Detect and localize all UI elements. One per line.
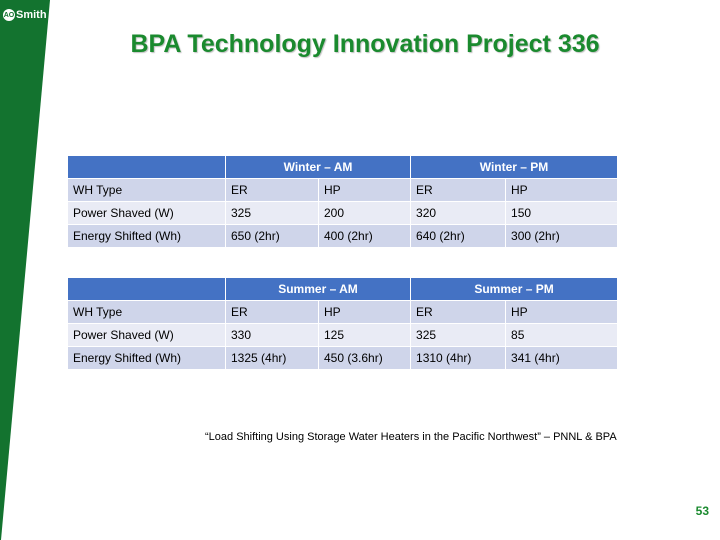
cell: ER: [410, 300, 507, 324]
cell: 400 (2hr): [317, 224, 412, 248]
winter-table: Winter – AM Winter – PM WH Type ER HP ER HP P…: [67, 155, 619, 248]
cell: HP: [317, 178, 412, 202]
cell: Power Shaved (W): [67, 323, 226, 347]
cell: HP: [505, 300, 619, 324]
cell: Power Shaved (W): [67, 201, 226, 225]
table-header-row: Winter – AM Winter – PM: [67, 155, 619, 179]
logo-text: Smith: [16, 9, 47, 21]
summer-table: Summer – AM Summer – PM WH Type ER HP ER HP P…: [67, 277, 619, 370]
cell: HP: [317, 300, 412, 324]
cell: 650 (2hr): [225, 224, 319, 248]
cell: 1325 (4hr): [225, 346, 319, 370]
page-number: 53: [695, 504, 709, 518]
cell: 325: [225, 201, 319, 225]
cell: 640 (2hr): [410, 224, 507, 248]
header-cell: Winter – PM: [410, 155, 619, 179]
cell: 300 (2hr): [505, 224, 619, 248]
cell: Energy Shifted (Wh): [67, 224, 226, 248]
table-row: WH Type ER HP ER HP: [67, 178, 619, 202]
cell: HP: [505, 178, 619, 202]
cell: 330: [225, 323, 319, 347]
table-row: Power Shaved (W) 330 125 325 85: [67, 323, 619, 347]
table-row: Energy Shifted (Wh) 650 (2hr) 400 (2hr) 640…: [67, 224, 619, 248]
cell: 85: [505, 323, 619, 347]
header-cell: [67, 155, 226, 179]
cell: 1310 (4hr): [410, 346, 507, 370]
ao-smith-logo: AO Smith: [3, 9, 47, 21]
table-row: WH Type ER HP ER HP: [67, 300, 619, 324]
table-row: Energy Shifted (Wh) 1325 (4hr) 450 (3.6hr)…: [67, 346, 619, 370]
logo-mark-icon: AO: [3, 9, 15, 21]
cell: 150: [505, 201, 619, 225]
header-cell: Summer – PM: [410, 277, 619, 301]
cell: WH Type: [67, 300, 226, 324]
cell: ER: [225, 178, 319, 202]
cell: Energy Shifted (Wh): [67, 346, 226, 370]
cell: 125: [317, 323, 412, 347]
header-cell: [67, 277, 226, 301]
header-cell: Winter – AM: [224, 155, 412, 179]
header-cell: Summer – AM: [224, 277, 412, 301]
cell: ER: [225, 300, 319, 324]
table-header-row: Summer – AM Summer – PM: [67, 277, 619, 301]
cell: ER: [410, 178, 507, 202]
cell: 341 (4hr): [505, 346, 619, 370]
cell: 200: [317, 201, 412, 225]
cell: 325: [410, 323, 507, 347]
cell: 450 (3.6hr): [317, 346, 412, 370]
cell: WH Type: [67, 178, 226, 202]
citation: “Load Shifting Using Storage Water Heate…: [205, 431, 617, 443]
cell: 320: [410, 201, 507, 225]
table-row: Power Shaved (W) 325 200 320 150: [67, 201, 619, 225]
slide-title: BPA Technology Innovation Project 336: [130, 30, 600, 58]
